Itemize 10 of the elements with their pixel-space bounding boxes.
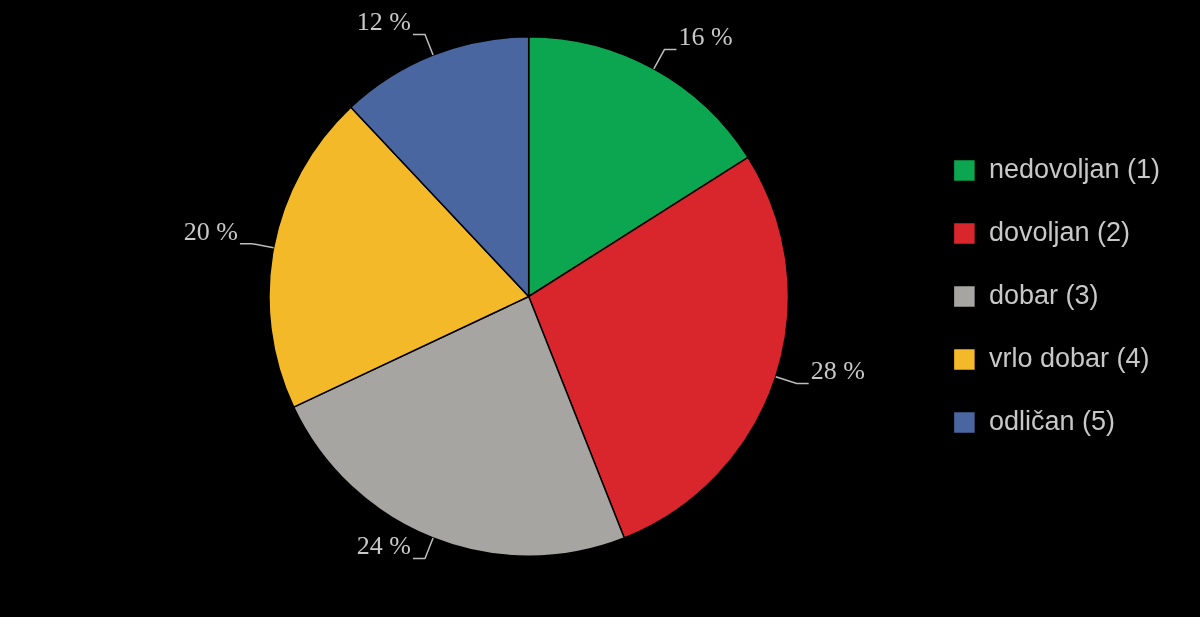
data-label: 16 % <box>678 22 733 52</box>
data-label: 12 % <box>356 7 411 37</box>
legend-label: odličan (5) <box>988 405 1115 436</box>
legend-label: dovoljan (2) <box>988 216 1130 247</box>
data-label: 24 % <box>356 531 411 561</box>
legend-label: dobar (3) <box>988 279 1099 310</box>
legend-label: vrlo dobar (4) <box>988 342 1150 373</box>
legend-label: nedovoljan (1) <box>988 153 1161 184</box>
data-label: 28 % <box>810 356 865 386</box>
data-label: 20 % <box>183 216 238 246</box>
